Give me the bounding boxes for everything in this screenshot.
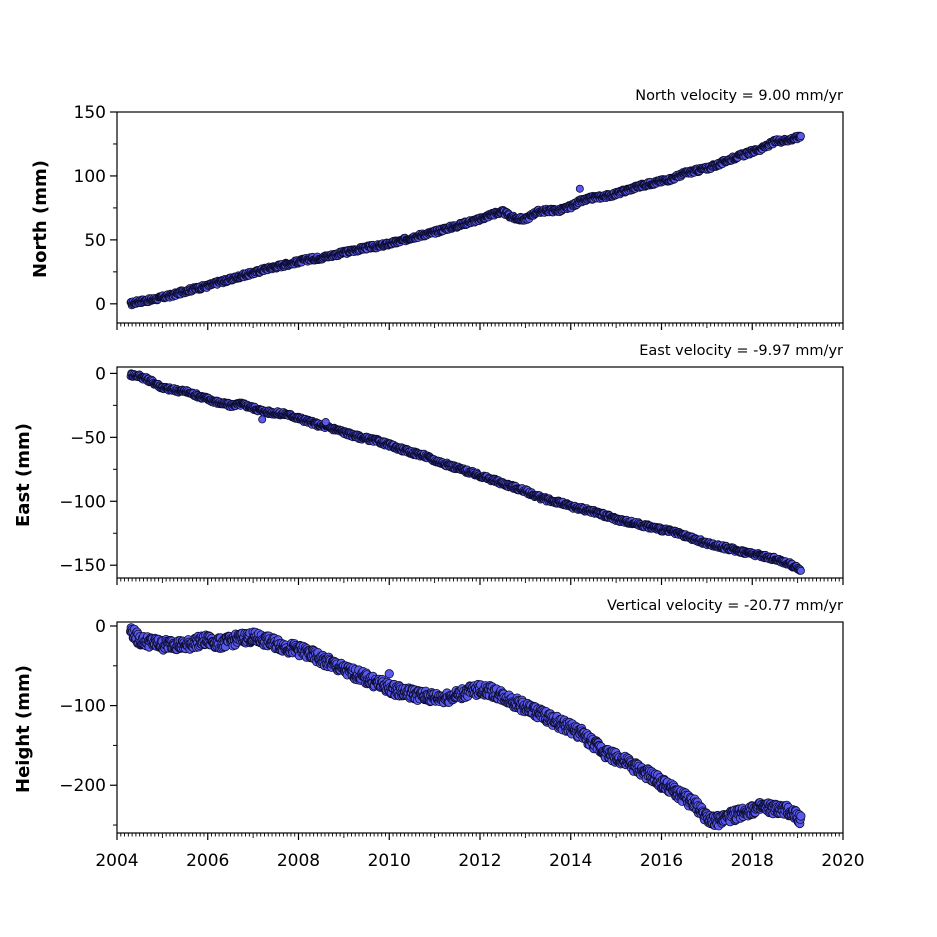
y-axis-label: East (mm)	[13, 423, 34, 527]
data-point	[796, 132, 805, 141]
x-tick-label: 2010	[368, 851, 411, 871]
x-tick-label: 2004	[95, 851, 138, 871]
y-tick-label: −200	[59, 776, 106, 796]
x-tick-label: 2012	[458, 851, 501, 871]
data-point	[384, 669, 394, 679]
data-point	[575, 184, 584, 193]
y-axis-label: Height (mm)	[13, 665, 34, 793]
x-tick-label: 2014	[549, 851, 592, 871]
data-point	[796, 811, 806, 821]
north-panel: 0 50 100 150 North velocity = 9.00 mm/yr Nort…	[30, 88, 844, 330]
panel-title: Vertical velocity = -20.77 mm/yr	[607, 598, 843, 614]
y-tick-label: 100	[74, 167, 106, 187]
x-tick-label: 2006	[186, 851, 229, 871]
y-tick-label: −50	[70, 428, 106, 448]
x-tick-label: 2008	[277, 851, 320, 871]
scatter-points	[126, 623, 806, 831]
panel-title: North velocity = 9.00 mm/yr	[635, 88, 843, 104]
y-axis-label: North (mm)	[30, 160, 51, 278]
height-panel: −200 −100 0 2004 2006 2008 2010 2012 2014 2016 201…	[13, 598, 865, 871]
y-tick-label: −100	[59, 492, 106, 512]
axes-frame	[116, 621, 844, 834]
y-tick-label: 0	[95, 617, 106, 637]
east-panel: −150 −100 −50 0 East velocity = -9.97 mm/yr E…	[13, 343, 844, 585]
y-tick-label: 50	[84, 231, 106, 251]
data-point	[258, 415, 267, 424]
y-tick-label: −100	[59, 697, 106, 717]
y-tick-label: 150	[74, 103, 106, 123]
x-tick-label: 2016	[640, 851, 683, 871]
y-tick-label: −150	[59, 556, 106, 576]
x-tick-label: 2020	[821, 851, 864, 871]
panel-title: East velocity = -9.97 mm/yr	[639, 343, 843, 359]
scatter-points	[126, 369, 805, 575]
y-tick-label: 0	[95, 295, 106, 315]
data-point	[796, 566, 805, 575]
y-tick-label: 0	[95, 364, 106, 384]
scatter-points	[126, 131, 805, 310]
x-tick-label: 2018	[731, 851, 774, 871]
data-point	[321, 417, 330, 426]
